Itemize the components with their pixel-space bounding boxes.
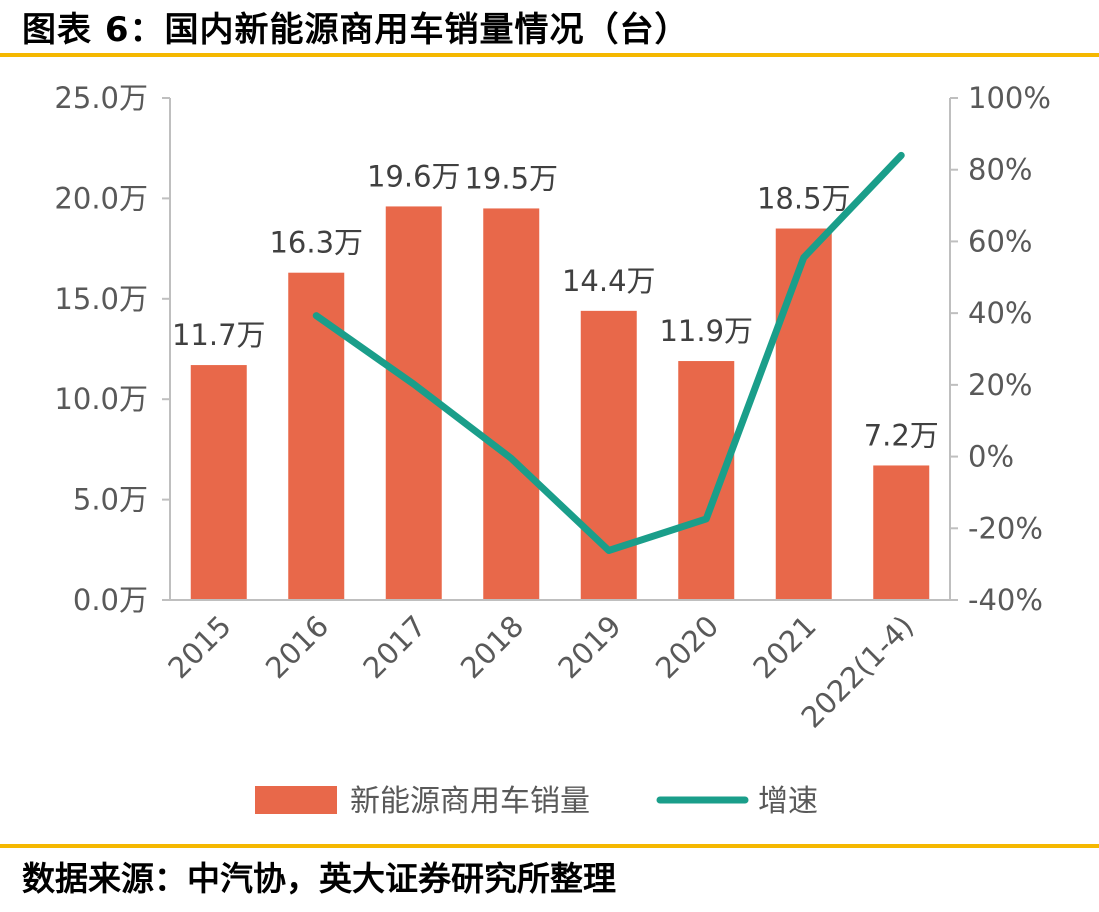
right-axis-tick-label: 80% (968, 153, 1032, 187)
bar-series (190, 206, 930, 600)
left-axis-tick-label: 20.0万 (54, 181, 148, 215)
bar-2018 (483, 208, 540, 600)
legend-swatch-bar (255, 786, 337, 814)
x-axis-tick-label: 2021 (746, 609, 822, 685)
left-axis: 0.0万 5.0万 10.0万 15.0万 20.0万 25.0万 (54, 81, 171, 617)
x-axis-tick-label: 2019 (551, 609, 627, 685)
bar-2020 (678, 361, 735, 600)
right-axis-tick-label: 100% (968, 81, 1051, 115)
growth-line (312, 151, 905, 555)
right-axis-tick-label: -20% (968, 511, 1043, 545)
left-axis-tick-label: 0.0万 (73, 583, 148, 617)
data-label-2017: 19.6万 (367, 159, 461, 193)
legend: 新能源商用车销量 增速 (255, 784, 818, 819)
data-label-2022(1-4): 7.2万 (864, 418, 939, 452)
right-axis: -40% -20% 0% 20% 40% 60% 80% 100% (949, 81, 1051, 617)
top-rule (0, 53, 1099, 57)
bar-2017 (385, 206, 442, 600)
left-axis-tick-label: 10.0万 (54, 382, 148, 416)
right-axis-tick-label: -40% (968, 583, 1043, 617)
data-label-2021: 18.5万 (757, 182, 851, 216)
left-axis-tick-label: 5.0万 (73, 483, 148, 517)
x-axis-tick-label: 2016 (259, 609, 335, 685)
right-axis-tick-label: 60% (968, 224, 1032, 258)
right-axis-tick-label: 0% (968, 440, 1014, 474)
data-label-2015: 11.7万 (172, 318, 266, 352)
bar-2022(1-4) (873, 465, 930, 600)
data-label-2020: 11.9万 (659, 314, 753, 348)
bar-2019 (580, 310, 637, 600)
bottom-rule (0, 844, 1099, 848)
data-label-2018: 19.5万 (464, 161, 558, 195)
figure-title: 图表 6：国内新能源商用车销量情况（台） (22, 10, 690, 50)
x-axis-tick-label: 2015 (161, 609, 237, 685)
bar-2021 (775, 228, 832, 600)
bar-2015 (190, 365, 247, 600)
bar-2016 (288, 272, 345, 600)
left-axis-tick-label: 15.0万 (54, 282, 148, 316)
right-axis-tick-label: 40% (968, 296, 1032, 330)
legend-label-growth: 增速 (758, 784, 818, 819)
x-axis-tick-label: 2020 (649, 609, 725, 685)
x-axis-tick-label: 2018 (454, 609, 530, 685)
chart: 0.0万 5.0万 10.0万 15.0万 20.0万 25.0万 -40% -20% 0% 2… (54, 81, 1051, 819)
data-label-2016: 16.3万 (269, 226, 363, 260)
x-axis-tick-label: 2017 (356, 609, 432, 685)
growth-line-series (312, 151, 905, 555)
legend-label-sales: 新能源商用车销量 (350, 784, 590, 819)
data-label-2019: 14.4万 (562, 264, 656, 298)
source-note: 数据来源：中汽协，英大证券研究所整理 (22, 859, 616, 898)
left-axis-tick-label: 25.0万 (54, 81, 148, 115)
right-axis-tick-label: 20% (968, 368, 1032, 402)
